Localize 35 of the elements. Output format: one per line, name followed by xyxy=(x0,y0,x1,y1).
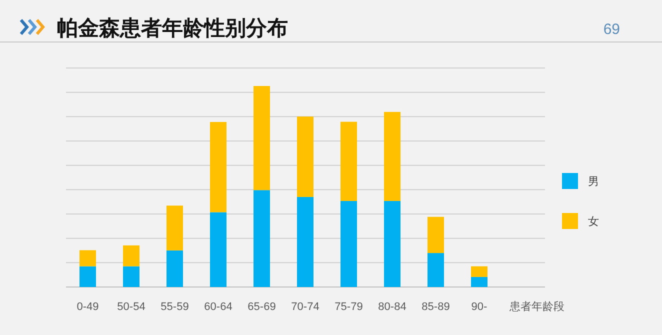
bar xyxy=(254,86,270,190)
bar xyxy=(210,212,226,287)
x-tick-label: 90- xyxy=(471,301,488,313)
bar xyxy=(471,266,488,277)
x-tick-label: 50-54 xyxy=(117,301,146,313)
bar xyxy=(428,253,444,287)
bar xyxy=(123,245,140,266)
bar xyxy=(123,266,140,287)
bar xyxy=(471,276,488,287)
x-tick-label: 85-89 xyxy=(422,301,450,313)
bar xyxy=(80,250,96,266)
x-tick-label: 80-84 xyxy=(378,301,406,313)
bar xyxy=(210,122,226,212)
text: 69 xyxy=(603,21,620,38)
x-tick-label: 65-69 xyxy=(248,301,276,313)
x-tick-label: 0-49 xyxy=(76,301,99,313)
bar xyxy=(254,190,270,287)
bar xyxy=(340,200,357,287)
bar xyxy=(384,112,400,201)
x-tick-label: 60-64 xyxy=(204,301,232,313)
x-axis-title: 患者年龄段 xyxy=(508,300,564,313)
legend-label: 男 xyxy=(588,176,599,188)
x-tick-label: 55-59 xyxy=(160,301,189,313)
bar xyxy=(166,206,183,250)
bar xyxy=(297,196,314,287)
bar xyxy=(340,122,357,201)
legend-label: 女 xyxy=(588,216,599,228)
x-tick-label: 75-79 xyxy=(334,301,363,313)
bar xyxy=(297,116,314,197)
x-tick-label: 70-74 xyxy=(291,301,320,313)
bar xyxy=(384,200,400,287)
bar xyxy=(80,266,96,287)
bar xyxy=(428,216,444,254)
bar xyxy=(166,250,183,287)
chart-title: 帕金森患者年龄性别分布 xyxy=(57,17,288,40)
